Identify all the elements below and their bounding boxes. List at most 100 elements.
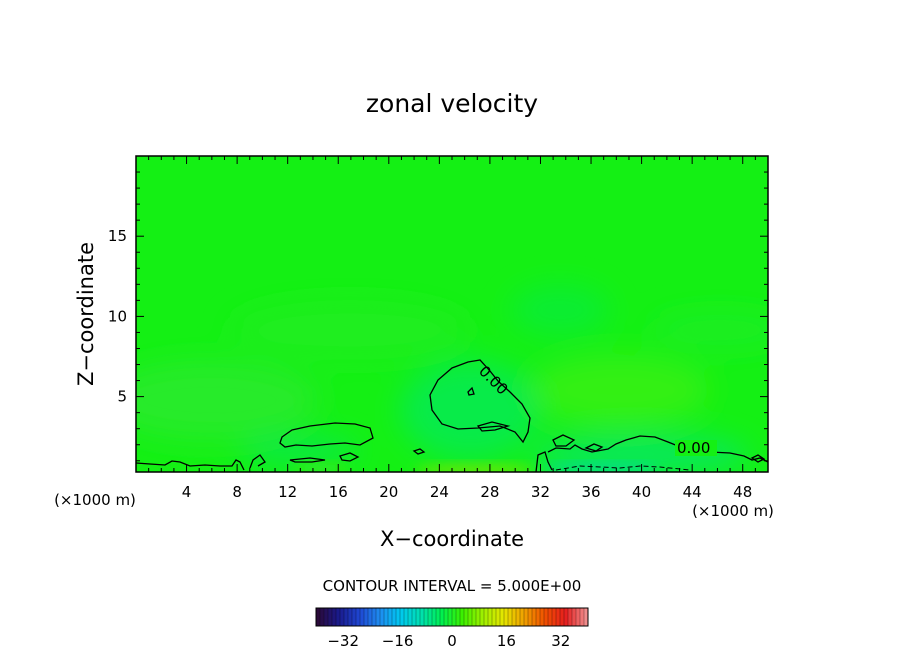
chart-title: zonal velocity (366, 89, 538, 118)
colorbar-swatch (376, 608, 381, 626)
y-tick-label: 10 (108, 307, 127, 325)
colorbar-swatch (584, 608, 589, 626)
colorbar-swatch (556, 608, 561, 626)
y-axis-ticks: 5 10 15 (108, 171, 768, 462)
x-axis-label: X−coordinate (380, 527, 524, 551)
x-tick-label: 16 (329, 483, 348, 501)
x-tick-label: 4 (182, 483, 192, 501)
colorbar-swatch (488, 608, 493, 626)
colorbar-swatch (356, 608, 361, 626)
colorbar-swatch (432, 608, 437, 626)
colorbar-swatch (408, 608, 413, 626)
colorbar-swatch (372, 608, 377, 626)
colorbar-swatch (332, 608, 337, 626)
colorbar-swatch (384, 608, 389, 626)
x-axis-ticks: 4 8 12 16 20 24 28 32 36 40 44 48 (148, 156, 756, 501)
colorbar-swatch (448, 608, 453, 626)
contour-plume-inner (467, 386, 475, 396)
colorbar-swatch (568, 608, 573, 626)
colorbar-swatch (576, 608, 581, 626)
colorbar-swatch (508, 608, 513, 626)
contour-plume-low (476, 421, 511, 432)
contour-eddy-14 (279, 422, 374, 448)
colorbar-swatch (516, 608, 521, 626)
colorbar-swatch (560, 608, 565, 626)
colorbar-swatch (512, 608, 517, 626)
colorbar-tick-label: −32 (327, 632, 359, 650)
x-tick-label: 28 (480, 483, 499, 501)
colorbar-swatch (316, 608, 321, 626)
colorbar-swatch (524, 608, 529, 626)
x-tick-label: 20 (379, 483, 398, 501)
colorbar-swatch (544, 608, 549, 626)
colorbar-swatch (436, 608, 441, 626)
colorbar-swatch (412, 608, 417, 626)
contour-eddy-21 (412, 448, 426, 455)
contour-surface-right (535, 435, 768, 472)
contour-eddy-34 (552, 434, 576, 447)
contour-eddy-small-2 (339, 452, 360, 462)
colorbar-swatch (460, 608, 465, 626)
colorbar-swatch (532, 608, 537, 626)
colorbar-swatch (456, 608, 461, 626)
x-tick-label: 12 (278, 483, 297, 501)
y-tick-label: 15 (108, 227, 127, 245)
colorbar-frame (315, 607, 589, 627)
colorbar-swatch (380, 608, 385, 626)
colorbar-swatch (564, 608, 569, 626)
colorbar-swatch (552, 608, 557, 626)
near-surface-band (290, 462, 660, 472)
colorbar-swatch (348, 608, 353, 626)
colorbar-swatch (440, 608, 445, 626)
y-tick-label: 5 (117, 388, 127, 406)
contour-label-right: 0.00 (677, 439, 710, 457)
contour-plume-28 (429, 359, 531, 444)
colorbar-swatch (480, 608, 485, 626)
colorbar-swatch (500, 608, 505, 626)
x-tick-label: 24 (430, 483, 449, 501)
colorbar-swatch (572, 608, 577, 626)
colorbar-swatch (540, 608, 545, 626)
colorbar-swatch (464, 608, 469, 626)
contour-eddy-small (289, 457, 326, 463)
colorbar-swatch (452, 608, 457, 626)
colorbar-swatch (388, 608, 393, 626)
x-unit-left: (×1000 m) (54, 491, 136, 509)
y-axis-label: Z−coordinate (74, 242, 98, 386)
contour-interval-text: CONTOUR INTERVAL = 5.000E+00 (323, 577, 582, 595)
colorbar-swatch (548, 608, 553, 626)
colorbar-swatch (528, 608, 533, 626)
colorbar-swatch (324, 608, 329, 626)
colorbar-swatch (400, 608, 405, 626)
x-unit-right: (×1000 m) (692, 502, 774, 520)
colorbar-tick-label: 32 (551, 632, 570, 650)
x-tick-label: 44 (683, 483, 702, 501)
colorbar-tick-label: 0 (447, 632, 457, 650)
colorbar-swatch (396, 608, 401, 626)
x-tick-label: 40 (632, 483, 651, 501)
colorbar-swatch (484, 608, 489, 626)
x-tick-label: 8 (232, 483, 242, 501)
colorbar-swatch (320, 608, 325, 626)
colorbar-swatch (328, 608, 333, 626)
contour-eddy-37 (584, 443, 604, 452)
colorbar-swatch (368, 608, 373, 626)
colorbar-swatch (468, 608, 473, 626)
colorbar-swatch (536, 608, 541, 626)
contour-lines (136, 359, 768, 472)
colorbar-swatch (472, 608, 477, 626)
contour-eddy-48 (750, 454, 766, 463)
colorbar-swatch (492, 608, 497, 626)
colorbar-swatch (444, 608, 449, 626)
x-tick-label: 36 (581, 483, 600, 501)
colorbar-swatch (404, 608, 409, 626)
colorbar-swatch (360, 608, 365, 626)
colorbar (315, 607, 589, 627)
colorbar-swatch (392, 608, 397, 626)
colorbar-swatch (352, 608, 357, 626)
x-tick-label: 32 (531, 483, 550, 501)
colorbar-swatch (424, 608, 429, 626)
colorbar-swatch (428, 608, 433, 626)
colorbar-swatch (344, 608, 349, 626)
